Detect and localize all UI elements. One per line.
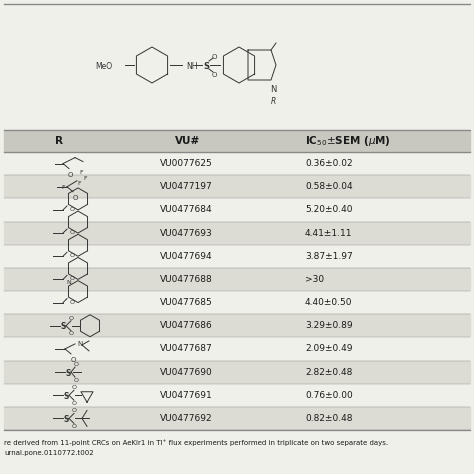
Text: O: O xyxy=(73,195,78,201)
Text: O: O xyxy=(67,172,73,178)
Bar xyxy=(4,361,470,383)
Text: 2.82±0.48: 2.82±0.48 xyxy=(305,367,352,376)
Text: F: F xyxy=(77,181,81,186)
Text: MeO: MeO xyxy=(95,62,112,71)
Text: 0.58±0.04: 0.58±0.04 xyxy=(305,182,353,191)
Text: VU0077625: VU0077625 xyxy=(160,159,213,168)
Text: O: O xyxy=(70,357,76,363)
Bar xyxy=(4,337,470,361)
Text: S: S xyxy=(60,322,66,331)
Text: 5.20±0.40: 5.20±0.40 xyxy=(305,205,353,214)
Text: N: N xyxy=(67,280,72,285)
Text: VU0477686: VU0477686 xyxy=(160,321,213,330)
Text: O: O xyxy=(70,230,74,235)
Text: VU#: VU# xyxy=(175,136,200,146)
Text: N: N xyxy=(77,341,82,347)
Text: VU0477687: VU0477687 xyxy=(160,345,213,354)
Text: >30: >30 xyxy=(305,275,324,284)
Text: S: S xyxy=(203,62,209,71)
Text: 3.87±1.97: 3.87±1.97 xyxy=(305,252,353,261)
Text: F: F xyxy=(61,185,65,191)
Bar xyxy=(4,383,470,407)
Bar xyxy=(4,268,470,291)
Text: O: O xyxy=(72,424,77,429)
Bar xyxy=(4,314,470,337)
Text: F: F xyxy=(79,170,82,175)
Text: O: O xyxy=(72,385,77,390)
Text: S: S xyxy=(65,369,71,378)
Text: IC$_{50}$$\pm$SEM ($\mu$M): IC$_{50}$$\pm$SEM ($\mu$M) xyxy=(305,134,391,148)
Bar xyxy=(4,245,470,268)
Bar xyxy=(4,152,470,175)
Text: N: N xyxy=(270,85,276,94)
Text: 4.40±0.50: 4.40±0.50 xyxy=(305,298,353,307)
Text: 0.76±0.00: 0.76±0.00 xyxy=(305,391,353,400)
Text: VU0477692: VU0477692 xyxy=(160,414,213,423)
Text: VU0477688: VU0477688 xyxy=(160,275,213,284)
Text: O: O xyxy=(212,54,218,60)
Text: 4.41±1.11: 4.41±1.11 xyxy=(305,228,353,237)
Bar xyxy=(4,407,470,430)
Text: R: R xyxy=(270,97,275,106)
Text: O: O xyxy=(70,253,74,258)
Text: VU0477693: VU0477693 xyxy=(160,228,213,237)
Text: 2.09±0.49: 2.09±0.49 xyxy=(305,345,353,354)
Text: 3.29±0.89: 3.29±0.89 xyxy=(305,321,353,330)
Bar xyxy=(4,221,470,245)
Bar xyxy=(4,175,470,198)
Text: 0.36±0.02: 0.36±0.02 xyxy=(305,159,353,168)
Text: urnal.pone.0110772.t002: urnal.pone.0110772.t002 xyxy=(4,450,94,456)
Text: R: R xyxy=(55,136,63,146)
Text: O: O xyxy=(72,408,77,413)
Text: VU0477694: VU0477694 xyxy=(160,252,213,261)
Text: VU0477685: VU0477685 xyxy=(160,298,213,307)
Text: F: F xyxy=(83,176,87,181)
Text: O: O xyxy=(74,378,79,383)
Text: O: O xyxy=(212,72,218,78)
Text: VU0477197: VU0477197 xyxy=(160,182,213,191)
Text: O: O xyxy=(70,207,74,212)
Bar xyxy=(4,291,470,314)
Text: NH: NH xyxy=(186,62,198,71)
Text: S: S xyxy=(64,392,69,401)
Text: re derived from 11-point CRCs on AeKir1 in Tl⁺ flux experiments performed in tri: re derived from 11-point CRCs on AeKir1 … xyxy=(4,439,388,446)
Text: VU0477691: VU0477691 xyxy=(160,391,213,400)
Bar xyxy=(4,198,470,221)
Bar xyxy=(4,130,470,152)
Text: O: O xyxy=(70,300,74,305)
Text: O: O xyxy=(69,331,74,336)
Text: 0.82±0.48: 0.82±0.48 xyxy=(305,414,353,423)
Text: O: O xyxy=(74,362,79,366)
Text: O: O xyxy=(72,401,77,406)
Text: VU0477684: VU0477684 xyxy=(160,205,213,214)
Text: O: O xyxy=(69,316,74,321)
Text: O: O xyxy=(70,276,74,282)
Text: VU0477690: VU0477690 xyxy=(160,367,213,376)
Text: S: S xyxy=(64,415,69,424)
